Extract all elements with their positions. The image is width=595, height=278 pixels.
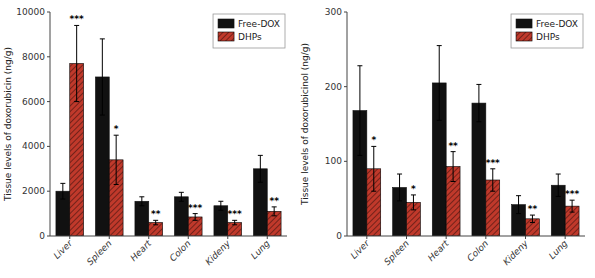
x-tick-label: Heart	[426, 238, 451, 263]
x-tick-label: Lung	[547, 238, 570, 261]
bar	[174, 197, 188, 236]
error-bar	[451, 152, 456, 182]
x-tick-label: Liver	[349, 237, 373, 261]
annotation: *	[371, 135, 376, 145]
x-tick	[148, 236, 149, 239]
error-bar	[437, 46, 442, 121]
x-tick-label: Spleen	[382, 238, 411, 267]
error-bar	[411, 195, 416, 210]
x-tick	[69, 236, 70, 239]
x-tick	[366, 236, 367, 239]
x-tick	[525, 236, 526, 239]
y-axis-line	[347, 12, 348, 236]
error-bar	[114, 135, 119, 184]
error-bar	[153, 220, 158, 224]
annotation: **	[269, 196, 279, 206]
error-bar	[530, 215, 535, 222]
x-tick-label: Liver	[51, 237, 75, 261]
legend-label: DHPs	[238, 32, 262, 42]
error-bar	[490, 169, 495, 191]
y-tick-label: 100	[325, 156, 342, 166]
y-axis-label: Tissue levels of doxorubicinol (ng/g)	[300, 43, 310, 206]
error-bar	[556, 174, 561, 196]
y-axis-line	[50, 12, 51, 236]
x-tick	[485, 236, 486, 239]
annotation: ***	[70, 14, 84, 24]
y-tick-label: 4000	[22, 141, 45, 151]
bar	[135, 201, 149, 236]
x-tick-label: Colon	[168, 238, 193, 263]
annotation: ***	[228, 209, 242, 219]
y-tick-label: 0	[39, 231, 45, 241]
x-axis-line	[347, 236, 585, 237]
x-tick-label: Lung	[249, 238, 272, 261]
error-bar	[232, 220, 237, 224]
error-bar	[570, 200, 575, 212]
error-bar	[258, 155, 263, 182]
y-tick-label: 300	[325, 7, 342, 17]
bar	[214, 206, 228, 236]
x-tick	[227, 236, 228, 239]
annotation: **	[448, 141, 458, 151]
legend: Free-DOX DHPs	[511, 14, 583, 48]
x-tick	[406, 236, 407, 239]
annotation: ***	[188, 203, 202, 213]
annotation: ***	[486, 158, 500, 168]
y-tick-label: 200	[325, 82, 342, 92]
y-tick-label: 6000	[22, 97, 45, 107]
error-bar	[218, 201, 223, 210]
error-bar	[139, 197, 144, 206]
legend-swatch	[218, 32, 234, 41]
legend-label: Free-DOX	[238, 19, 280, 29]
error-bar	[397, 174, 402, 201]
bar	[228, 223, 242, 236]
annotation: *	[114, 124, 119, 134]
annotation: **	[151, 209, 161, 219]
x-tick	[109, 236, 110, 239]
legend-swatch	[218, 19, 234, 28]
error-bar	[100, 39, 105, 115]
legend-swatch	[516, 32, 532, 41]
bar	[149, 223, 163, 236]
x-tick-label: Colon	[465, 238, 490, 263]
chart-panel: 0 2000 4000 6000 8000 10000 Tissue levels of d…	[0, 0, 297, 278]
plot-area	[353, 46, 579, 236]
y-axis-label: Tissue levels of doxorubicin (ng/g)	[3, 47, 13, 202]
error-bar	[357, 66, 362, 156]
x-tick	[446, 236, 447, 239]
error-bar	[272, 207, 277, 216]
legend-label: DHPs	[536, 32, 560, 42]
plot-area	[56, 25, 281, 236]
bar	[472, 103, 486, 236]
x-axis-line	[50, 236, 287, 237]
x-tick	[267, 236, 268, 239]
x-tick-label: Heart	[128, 238, 153, 263]
chart-panel: 0 100 200 300 Tissue levels of doxorubicinol…	[297, 0, 595, 278]
legend-frame	[511, 14, 583, 48]
legend-swatch	[516, 19, 532, 28]
legend: Free-DOX DHPs	[213, 14, 285, 48]
error-bar	[193, 214, 198, 221]
y-tick-label: 8000	[22, 52, 45, 62]
error-bar	[371, 146, 376, 191]
y-tick-label: 2000	[22, 186, 45, 196]
error-bar	[74, 25, 79, 101]
error-bar	[516, 196, 521, 214]
x-tick-label: Kideny	[203, 238, 232, 267]
x-tick-label: Kideny	[501, 238, 530, 267]
annotation: *	[411, 184, 416, 194]
annotation: **	[528, 204, 538, 214]
x-tick-label: Spleen	[85, 238, 114, 267]
x-tick	[188, 236, 189, 239]
error-bar	[476, 84, 481, 121]
x-tick	[565, 236, 566, 239]
legend-frame	[213, 14, 285, 48]
legend-label: Free-DOX	[536, 19, 578, 29]
y-tick-label: 0	[336, 231, 342, 241]
error-bar	[60, 183, 65, 199]
annotation: ***	[565, 189, 579, 199]
error-bar	[179, 192, 184, 201]
y-tick-label: 10000	[16, 7, 45, 17]
